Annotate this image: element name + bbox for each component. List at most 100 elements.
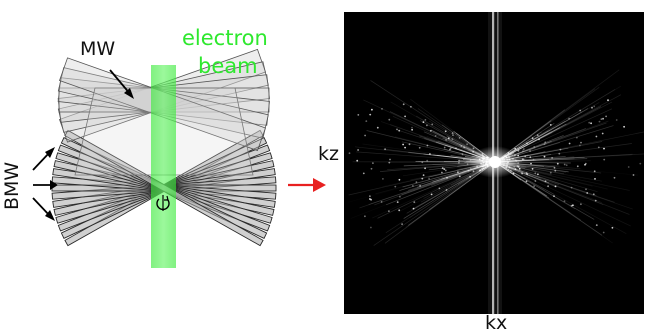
fft-speckle [588, 122, 590, 124]
fft-speckle [623, 126, 625, 128]
electron-beam-label-line2: beam [198, 56, 258, 77]
fft-speckle [413, 208, 415, 210]
fft-speckle [397, 201, 399, 203]
fft-speckle [521, 173, 523, 175]
fft-speckle [431, 124, 433, 126]
fft-speckle [537, 134, 539, 136]
fft-speckle [612, 227, 614, 229]
fft-speckle [410, 106, 412, 108]
fft-speckle [598, 147, 600, 149]
fft-speckle [576, 137, 578, 139]
fft-speckle [466, 143, 468, 145]
fft-speckle [401, 223, 403, 225]
fft-speckle [399, 196, 401, 198]
fft-speckle [398, 130, 400, 132]
fft-speckle [419, 147, 421, 149]
fft-speckle [602, 118, 604, 120]
fft-speckle [535, 180, 537, 182]
fft-speckle [568, 118, 570, 120]
fft-speckle [458, 162, 460, 164]
fft-speckle [628, 166, 630, 168]
fft-speckle [579, 145, 581, 147]
fft-speckle [614, 177, 616, 179]
fft-speckle [522, 158, 524, 160]
fft-speckle [590, 122, 592, 124]
fft-speckle [550, 172, 552, 174]
fft-speckle [424, 167, 426, 169]
fft-speckle [603, 159, 605, 161]
fft-speckle [607, 99, 609, 101]
fft-speckle [544, 143, 546, 145]
fft-speckle [396, 129, 398, 131]
fft-speckle [394, 186, 396, 188]
fft-speckle [369, 114, 371, 116]
mw-label: MW [80, 40, 115, 59]
fft-speckle [416, 181, 418, 183]
fft-speckle [564, 164, 566, 166]
fft-speckle [551, 157, 553, 159]
fft-speckle [441, 172, 443, 174]
fft-speckle [426, 160, 428, 162]
fft-speckle [459, 137, 461, 139]
fft-speckle [444, 147, 446, 149]
bmw-label: BMW [3, 162, 22, 210]
fft-speckle [435, 135, 437, 137]
fft-speckle [370, 227, 372, 229]
fft-speckle [544, 141, 546, 143]
fft-speckle [369, 195, 371, 197]
fft-speckle [421, 178, 423, 180]
fft-speckle [523, 148, 525, 150]
fft-speckle [382, 178, 384, 180]
fft-speckle [602, 133, 604, 135]
fft-speckle [593, 106, 595, 108]
fft-speckle [425, 119, 427, 121]
fft-speckle [439, 188, 441, 190]
fft-speckle [633, 174, 635, 176]
fft-speckle [365, 120, 367, 122]
fft-speckle [554, 167, 556, 169]
fft-speckle [403, 103, 405, 105]
fft-speckle [349, 152, 351, 154]
fft-speckle [526, 142, 528, 144]
fft-speckle [381, 108, 383, 110]
fft-speckle [603, 232, 605, 234]
fft-speckle [442, 167, 444, 169]
fft-speckle [445, 170, 447, 172]
fft-speckle [363, 173, 365, 175]
fft-speckle [601, 118, 603, 120]
fft-speckle [364, 215, 366, 217]
fft-speckle [423, 121, 425, 123]
electron-beam [151, 65, 176, 268]
fft-speckle [452, 132, 454, 134]
fft-speckle [409, 143, 411, 145]
fft-speckle [594, 178, 596, 180]
fft-speckle [462, 153, 464, 155]
fft-speckle [411, 129, 413, 131]
fft-speckle [580, 203, 582, 205]
electron-beam-label-line1: electron [182, 28, 268, 49]
fft-speckle [593, 193, 595, 195]
fft-speckle [530, 163, 532, 165]
fft-speckle [428, 178, 430, 180]
fft-speckle [529, 150, 531, 152]
fft-speckle [532, 137, 534, 139]
fft-speckle [419, 185, 421, 187]
fft-speckle [586, 192, 588, 194]
fft-speckle [519, 168, 521, 170]
fft-speckle [372, 162, 374, 164]
fft-center-spot [489, 156, 501, 168]
fft-speckle [468, 170, 470, 172]
transform-arrow [288, 178, 326, 192]
fft-speckle [571, 187, 573, 189]
fft-speckle [389, 159, 391, 161]
fft-speckle [533, 185, 535, 187]
fft-speckle [524, 156, 526, 158]
fft-speckle [577, 165, 579, 167]
fft-speckle [522, 150, 524, 152]
fft-speckle [473, 148, 475, 150]
fft-speckle [596, 224, 598, 226]
fft-speckle [585, 188, 587, 190]
fft-speckle [452, 134, 454, 136]
fft-speckle [430, 130, 432, 132]
fft-speckle [445, 130, 447, 132]
